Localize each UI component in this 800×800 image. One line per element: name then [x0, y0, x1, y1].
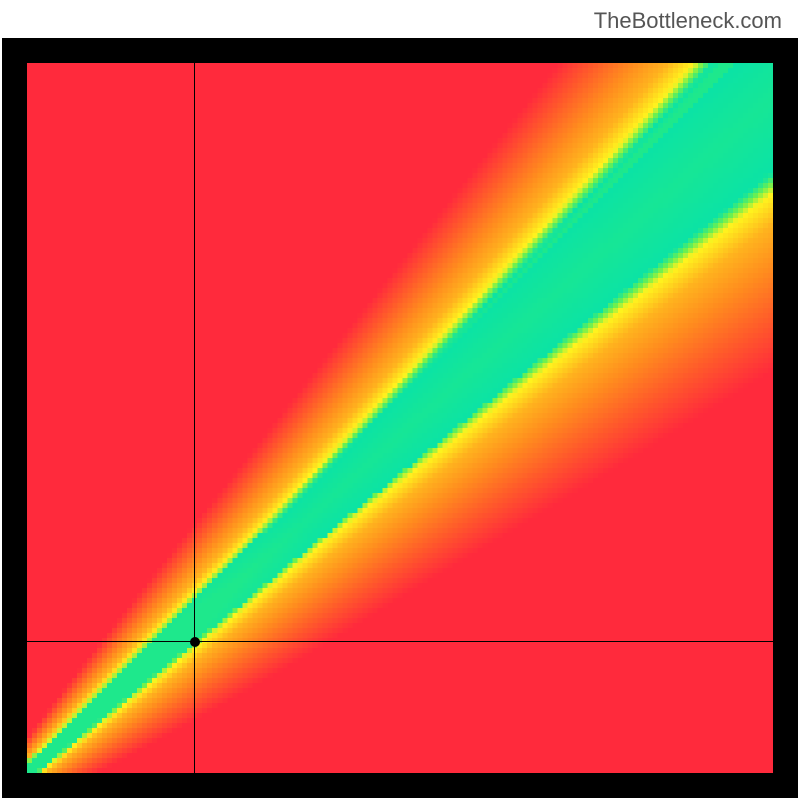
chart-container: TheBottleneck.com [0, 0, 800, 800]
heatmap-canvas [27, 63, 773, 773]
watermark-text: TheBottleneck.com [594, 8, 782, 34]
